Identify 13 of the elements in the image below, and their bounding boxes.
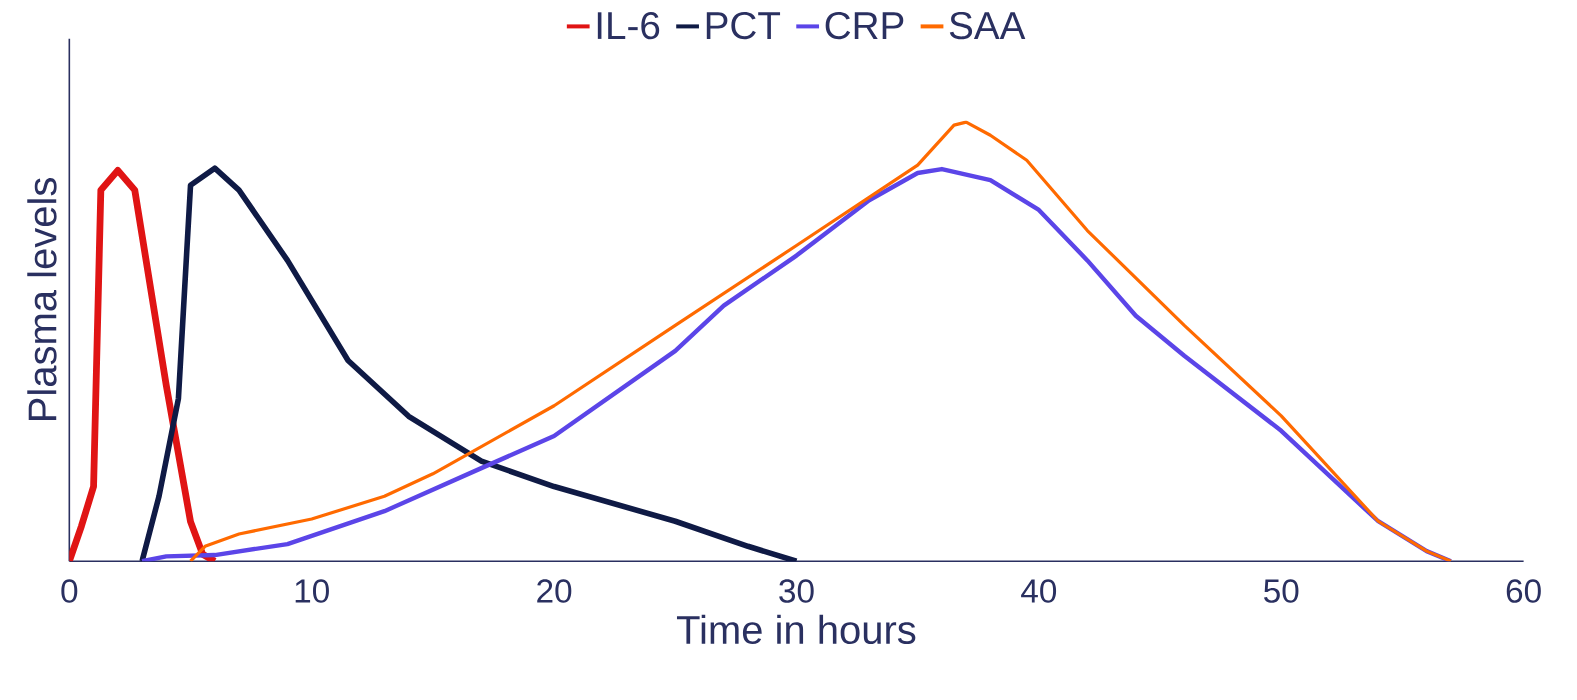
- x-tick-label: 30: [779, 579, 814, 603]
- x-tick-label: 10: [295, 579, 329, 603]
- y-axis-title: Plasma levels: [27, 178, 57, 421]
- legend-label: IL-6: [597, 11, 660, 40]
- x-tick-label: 50: [1264, 579, 1299, 603]
- x-tick-label: 40: [1021, 579, 1057, 603]
- x-axis-title: Time in hours: [676, 614, 916, 645]
- legend-label: SAA: [949, 11, 1026, 40]
- x-tick-label: 20: [537, 579, 572, 603]
- x-tick-label: 60: [1506, 579, 1541, 603]
- legend-label: CRP: [825, 11, 904, 40]
- legend-label: PCT: [706, 11, 781, 40]
- x-tick-label: 0: [61, 579, 78, 603]
